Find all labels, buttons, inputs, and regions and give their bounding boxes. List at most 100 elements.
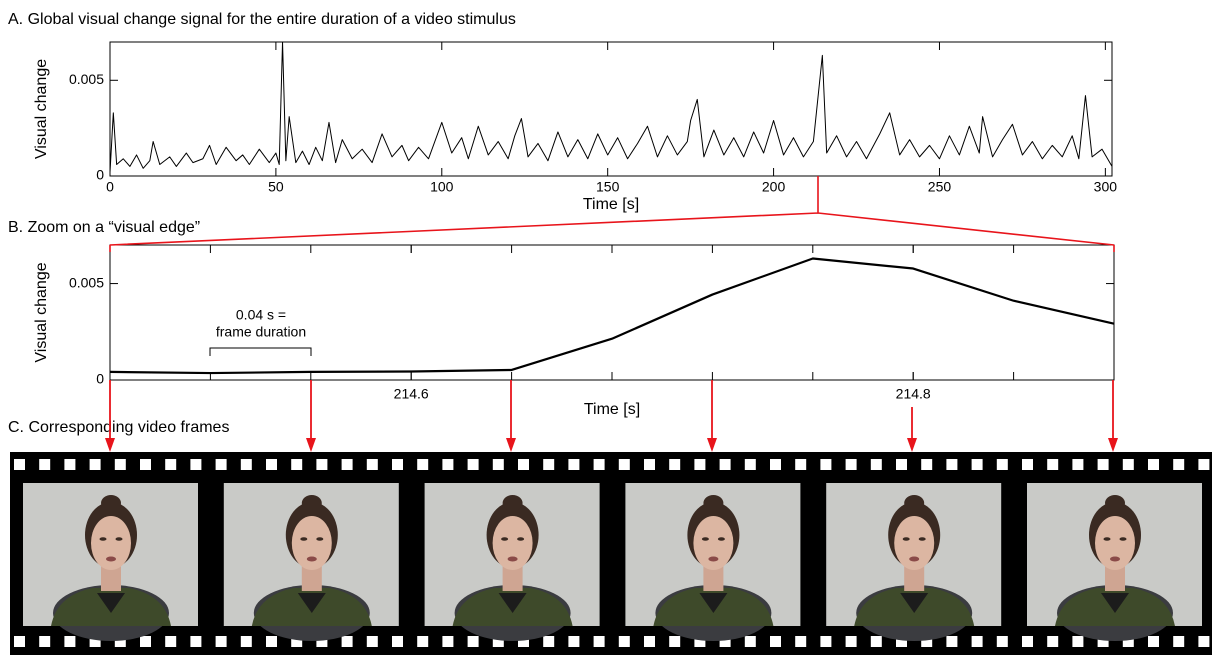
sprocket-hole [140, 459, 151, 470]
sprocket-hole [996, 636, 1008, 647]
y-tick-label: 0.005 [69, 274, 104, 290]
sprocket-hole [946, 459, 958, 470]
sprocket-hole [140, 636, 151, 647]
sprocket-hole [341, 636, 353, 647]
sprocket-hole [492, 459, 504, 470]
eye [717, 537, 725, 541]
sprocket-hole [64, 459, 76, 470]
sprocket-hole [1072, 459, 1084, 470]
frame-arrowhead [506, 438, 516, 452]
video-frame [625, 483, 801, 641]
sprocket-hole [644, 459, 655, 470]
sprocket-hole [266, 636, 277, 647]
sprocket-hole [39, 459, 51, 470]
sprocket-hole [719, 636, 731, 647]
signal-line [109, 257, 1115, 375]
sprocket-hole [694, 636, 706, 647]
annotation: frame duration [216, 324, 306, 340]
video-frame [1027, 483, 1202, 641]
sprocket-hole [618, 459, 630, 470]
mouth [909, 556, 920, 562]
sprocket-hole [795, 636, 807, 647]
sprocket-hole [1173, 636, 1185, 647]
sprocket-hole [64, 636, 76, 647]
sprocket-hole [618, 636, 630, 647]
sprocket-hole [744, 459, 756, 470]
x-axis-label: Time [s] [583, 196, 639, 213]
eye [1103, 537, 1111, 541]
frame-arrowhead [707, 438, 717, 452]
sprocket-hole [316, 636, 328, 647]
y-axis-label: Visual change [33, 262, 50, 362]
sprocket-hole [820, 459, 832, 470]
film-strip [10, 452, 1212, 655]
x-tick-label: 250 [928, 179, 952, 195]
x-tick-label: 50 [268, 179, 284, 195]
sprocket-hole [316, 459, 328, 470]
sprocket-hole [1122, 459, 1134, 470]
sprocket-hole [543, 636, 555, 647]
eye [918, 537, 926, 541]
frame-arrowhead [1108, 438, 1118, 452]
sprocket-hole [1097, 459, 1109, 470]
eye [316, 537, 324, 541]
sprocket-hole [165, 636, 177, 647]
mouth [106, 556, 116, 562]
panel-title: A. Global visual change signal for the e… [8, 11, 516, 28]
sprocket-hole [190, 636, 202, 647]
x-axis-label: Time [s] [584, 401, 640, 418]
sprocket-hole [1148, 459, 1159, 470]
shirt [297, 593, 326, 613]
sprocket-hole [1022, 636, 1033, 647]
sprocket-hole [593, 636, 605, 647]
face [492, 516, 533, 570]
hair-bun [703, 495, 724, 511]
shirt [97, 593, 125, 613]
face [894, 516, 935, 570]
sprocket-hole [240, 459, 252, 470]
y-tick-label: 0.005 [69, 71, 104, 87]
eye [99, 537, 107, 541]
sprocket-hole [14, 636, 25, 647]
sprocket-hole [1198, 636, 1210, 647]
panel-title: B. Zoom on a “visual edge” [8, 219, 200, 236]
sprocket-hole [795, 459, 807, 470]
sprocket-hole [1173, 459, 1185, 470]
y-tick-label: 0 [96, 167, 104, 183]
face [1095, 516, 1135, 570]
plot-frame [109, 41, 1113, 177]
sprocket-hole [921, 459, 933, 470]
video-frame [223, 483, 399, 641]
mouth [306, 556, 317, 562]
sprocket-hole [240, 636, 252, 647]
sprocket-hole [417, 636, 429, 647]
sprocket-hole [669, 636, 681, 647]
bracket [209, 347, 312, 356]
video-frame [424, 483, 600, 641]
sprocket-hole [392, 636, 403, 647]
sprocket-hole [996, 459, 1008, 470]
sprocket-hole [971, 636, 983, 647]
sprocket-hole [518, 459, 529, 470]
mouth [708, 556, 719, 562]
zoom-connector [109, 176, 1115, 252]
sprocket-hole [971, 459, 983, 470]
sprocket-hole [467, 459, 479, 470]
eye [300, 537, 308, 541]
sprocket-hole [896, 459, 907, 470]
sprocket-hole [921, 636, 933, 647]
hair-bun [904, 495, 925, 511]
sprocket-hole [719, 459, 731, 470]
x-tick-label: 300 [1094, 179, 1118, 195]
shirt [498, 593, 527, 613]
frame-arrowhead [306, 438, 316, 452]
sprocket-hole [442, 636, 454, 647]
face [91, 516, 131, 570]
x-tick-label: 214.8 [896, 386, 931, 402]
sprocket-hole [1022, 459, 1033, 470]
sprocket-hole [114, 459, 126, 470]
frame-arrowhead [907, 438, 917, 452]
x-tick-label: 200 [762, 179, 786, 195]
sprocket-hole [215, 636, 227, 647]
sprocket-hole [694, 459, 706, 470]
